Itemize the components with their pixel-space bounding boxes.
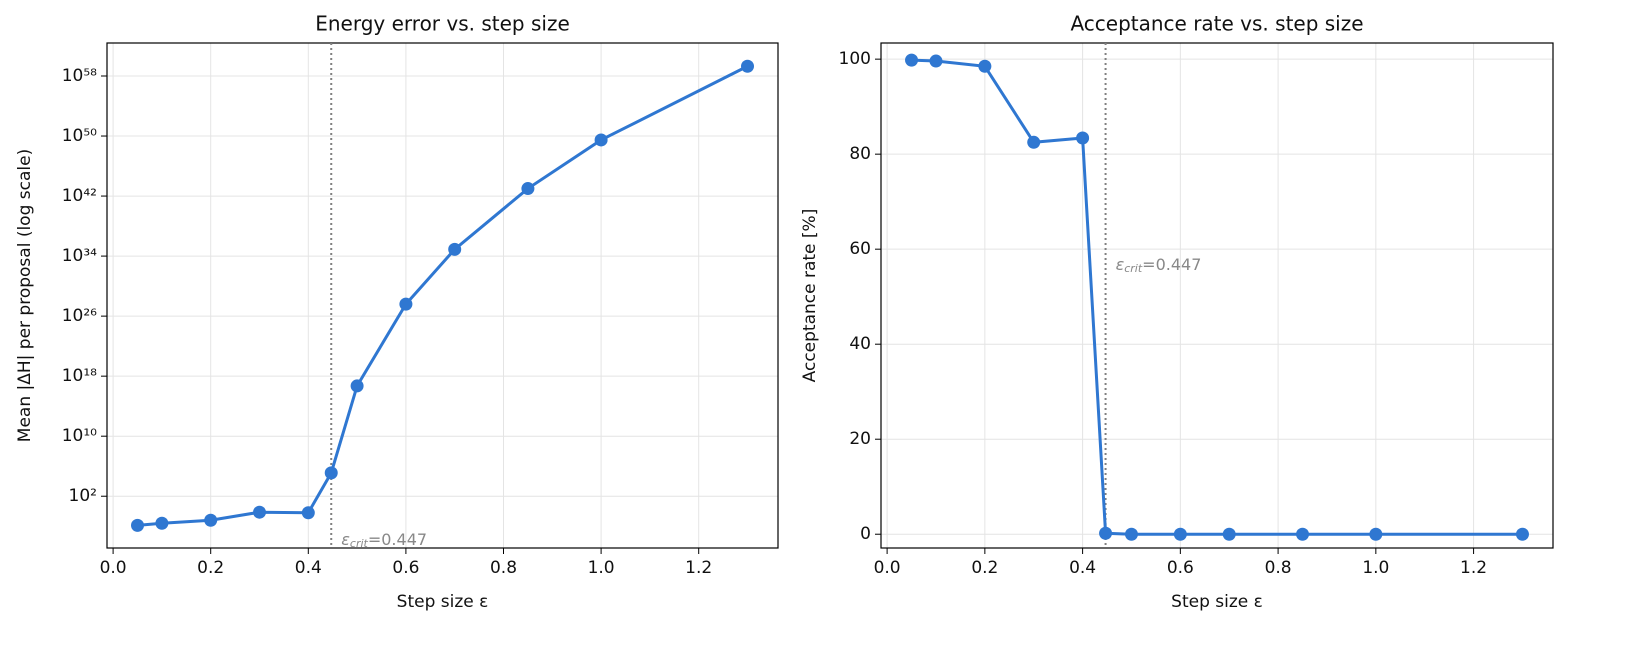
y-tick-label: 100 bbox=[839, 49, 871, 69]
data-point bbox=[1124, 527, 1138, 541]
annotation-symbol: ε bbox=[341, 530, 350, 549]
annotation-subscript: crit bbox=[1124, 262, 1143, 275]
y-tick-label: 10⁵⁰ bbox=[62, 126, 97, 146]
x-tick-label: 0.2 bbox=[971, 558, 998, 578]
data-point bbox=[978, 59, 992, 73]
y-tick-label: 10²⁶ bbox=[62, 306, 97, 326]
x-tick-label: 1.0 bbox=[588, 558, 615, 578]
data-point bbox=[301, 506, 315, 520]
x-axis-label: Step size ε bbox=[1171, 592, 1263, 612]
y-axis-label: Mean |ΔH| per proposal (log scale) bbox=[15, 149, 35, 442]
data-point bbox=[1099, 526, 1113, 540]
x-tick-label: 0.4 bbox=[295, 558, 322, 578]
data-point bbox=[131, 518, 144, 532]
annotation-text: =0.447 bbox=[368, 530, 427, 549]
y-tick-label: 10¹⁸ bbox=[62, 366, 97, 386]
x-tick-label: 0.0 bbox=[100, 558, 127, 578]
plot-frame bbox=[106, 42, 779, 549]
x-tick-label: 0.4 bbox=[1069, 558, 1096, 578]
x-tick-label: 1.0 bbox=[1362, 558, 1389, 578]
data-point bbox=[1296, 527, 1310, 541]
y-tick-label: 60 bbox=[849, 239, 871, 259]
chart-title: Energy error vs. step size bbox=[315, 12, 570, 36]
data-point bbox=[448, 242, 462, 256]
x-tick-label: 0.8 bbox=[1265, 558, 1292, 578]
y-tick-label: 10⁴² bbox=[62, 186, 97, 206]
data-line bbox=[137, 64, 749, 527]
x-tick-label: 0.2 bbox=[197, 558, 224, 578]
data-point bbox=[1369, 527, 1383, 541]
x-tick-label: 0.6 bbox=[392, 558, 419, 578]
data-point bbox=[1222, 527, 1236, 541]
data-point bbox=[324, 466, 338, 480]
annotation: εcrit=0.447 bbox=[341, 530, 427, 551]
y-tick-label: 10³⁴ bbox=[62, 246, 97, 266]
plot-frame bbox=[880, 42, 1554, 549]
data-point bbox=[1076, 131, 1090, 145]
x-tick-label: 0.8 bbox=[490, 558, 517, 578]
data-point bbox=[741, 59, 754, 73]
data-point bbox=[155, 516, 169, 530]
data-point bbox=[1027, 135, 1041, 149]
data-point bbox=[399, 297, 413, 311]
y-axis-label: Acceptance rate [%] bbox=[800, 209, 820, 383]
x-tick-label: 1.2 bbox=[685, 558, 712, 578]
annotation-symbol: ε bbox=[1116, 255, 1125, 274]
data-line bbox=[911, 58, 1523, 536]
x-tick-label: 1.2 bbox=[1460, 558, 1487, 578]
y-tick-label: 0 bbox=[860, 524, 871, 544]
y-tick-label: 10¹⁰ bbox=[62, 426, 97, 446]
y-tick-label: 40 bbox=[849, 334, 871, 354]
data-point bbox=[253, 505, 266, 519]
data-point bbox=[204, 513, 218, 527]
x-tick-label: 0.6 bbox=[1167, 558, 1194, 578]
annotation: εcrit=0.447 bbox=[1116, 255, 1202, 276]
y-tick-label: 80 bbox=[849, 144, 871, 164]
x-axis-label: Step size ε bbox=[397, 592, 489, 612]
x-tick-label: 0.0 bbox=[874, 558, 901, 578]
data-point bbox=[1173, 527, 1187, 541]
data-point bbox=[594, 133, 608, 147]
data-point bbox=[521, 182, 535, 196]
data-point bbox=[350, 379, 364, 393]
data-point bbox=[1515, 527, 1529, 541]
y-tick-label: 10² bbox=[69, 486, 97, 506]
data-point bbox=[929, 54, 943, 68]
annotation-subscript: crit bbox=[350, 537, 369, 550]
chart-title: Acceptance rate vs. step size bbox=[1070, 12, 1363, 36]
y-tick-label: 10⁵⁸ bbox=[62, 66, 97, 86]
y-tick-label: 20 bbox=[849, 429, 871, 449]
annotation-text: =0.447 bbox=[1142, 255, 1201, 274]
data-point bbox=[905, 53, 919, 67]
